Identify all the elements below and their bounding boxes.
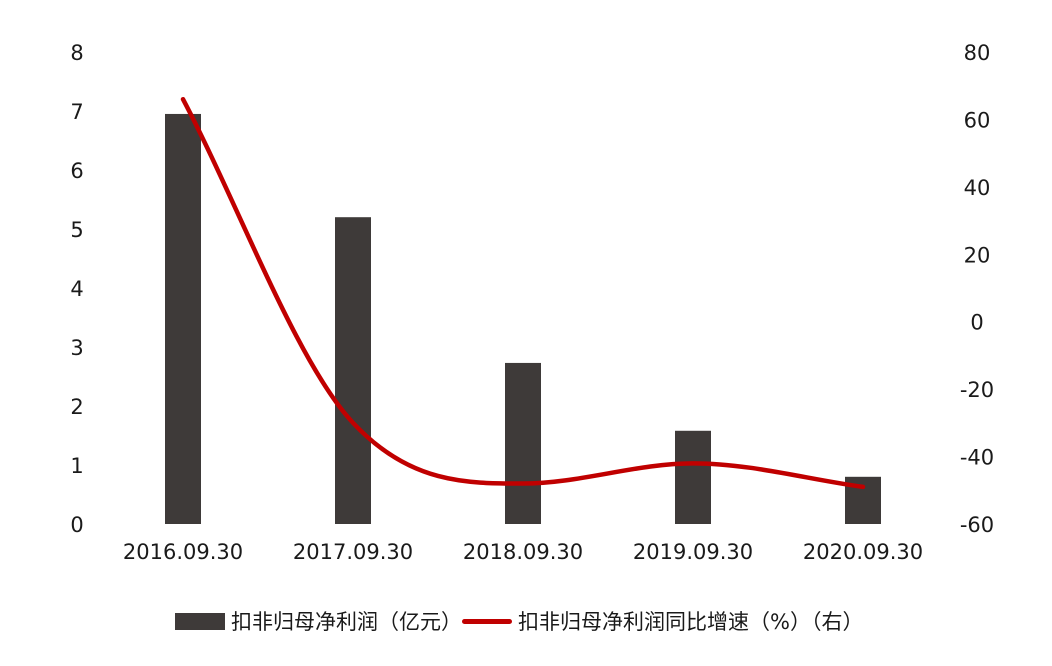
left-axis-tick-label: 7 bbox=[70, 100, 83, 124]
right-axis-tick-label: -40 bbox=[960, 446, 994, 470]
left-axis-ticks: 0 1 2 3 4 5 6 7 8 bbox=[70, 41, 83, 537]
legend-label-bar: 扣非归母净利润（亿元） bbox=[231, 610, 462, 634]
legend-item-line: 扣非归母净利润同比增速（%）（右） bbox=[462, 606, 863, 636]
right-axis-tick-label: -60 bbox=[960, 513, 994, 537]
left-axis-tick-label: 0 bbox=[70, 513, 83, 537]
bar bbox=[335, 217, 371, 524]
left-axis-tick-label: 3 bbox=[70, 336, 83, 360]
legend-swatch-bar bbox=[175, 612, 225, 630]
x-axis-tick-label: 2019.09.30 bbox=[633, 540, 753, 564]
left-axis-tick-label: 8 bbox=[70, 41, 83, 65]
x-axis-ticks: 2016.09.30 2017.09.30 2018.09.30 2019.09.30… bbox=[123, 540, 923, 564]
x-axis-tick-label: 2018.09.30 bbox=[463, 540, 583, 564]
left-axis-tick-label: 5 bbox=[70, 218, 83, 242]
bar bbox=[675, 430, 711, 524]
legend-label-line: 扣非归母净利润同比增速（%）（右） bbox=[518, 610, 864, 634]
bar bbox=[505, 362, 541, 524]
right-axis-tick-label: 20 bbox=[964, 243, 991, 267]
x-axis-tick-label: 2016.09.30 bbox=[123, 540, 243, 564]
left-axis-tick-label: 2 bbox=[70, 395, 83, 419]
legend-item-bar: 扣非归母净利润（亿元） bbox=[175, 606, 462, 636]
left-axis-tick-label: 4 bbox=[70, 277, 83, 301]
x-axis-tick-label: 2017.09.30 bbox=[293, 540, 413, 564]
right-axis-ticks: -60 -40 -20 0 20 40 60 80 bbox=[960, 41, 994, 537]
legend: 扣非归母净利润（亿元） 扣非归母净利润同比增速（%）（右） bbox=[175, 604, 863, 638]
right-axis-tick-label: 0 bbox=[970, 311, 983, 335]
legend-swatch-line bbox=[462, 618, 512, 624]
growth-line bbox=[180, 96, 866, 490]
right-axis-tick-label: -20 bbox=[960, 378, 994, 402]
right-axis-tick-label: 60 bbox=[964, 108, 991, 132]
bar bbox=[165, 113, 201, 524]
x-axis-tick-label: 2020.09.30 bbox=[803, 540, 923, 564]
left-axis-tick-label: 1 bbox=[70, 454, 83, 478]
line-series bbox=[180, 96, 866, 490]
right-axis-tick-label: 40 bbox=[964, 176, 991, 200]
bar-series bbox=[165, 113, 881, 524]
left-axis-tick-label: 6 bbox=[70, 159, 83, 183]
right-axis-tick-label: 80 bbox=[964, 41, 991, 65]
